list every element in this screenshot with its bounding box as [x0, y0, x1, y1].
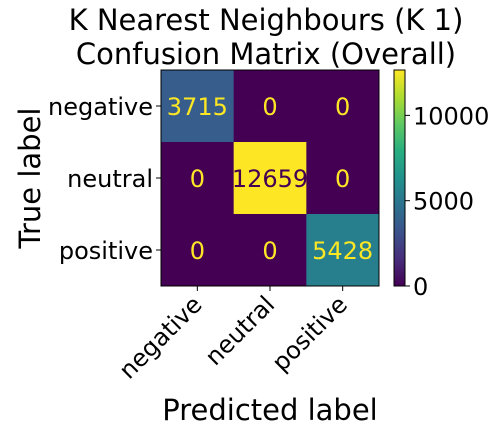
matrix-cells: 3715 0 0 0 12659 0 0 0 5428 — [161, 70, 380, 287]
cell-value-label: 3715 — [167, 93, 228, 121]
cell-value-label: 0 — [262, 93, 277, 121]
x-tick-label: negative — [114, 290, 208, 384]
colorbar-tick-label: 0 — [413, 273, 428, 301]
matrix-cell — [306, 214, 380, 287]
matrix-cell — [233, 142, 307, 215]
matrix-cell — [306, 70, 380, 143]
cell-value-label: 5428 — [312, 237, 373, 265]
cell-value-label: 0 — [190, 165, 205, 193]
y-axis-label: True label — [13, 108, 47, 250]
cell-value-label: 0 — [262, 237, 277, 265]
matrix-cell — [233, 214, 307, 287]
y-tick-label: positive — [59, 237, 153, 265]
matrix-cell — [161, 214, 235, 287]
cell-value-label: 0 — [190, 237, 205, 265]
x-axis-label: Predicted label — [162, 393, 378, 427]
matrix-cell — [233, 70, 307, 143]
colorbar-tick-label: 5000 — [413, 188, 474, 216]
y-tick-labels: negative neutral positive — [48, 93, 161, 265]
matrix-cell — [161, 142, 235, 215]
colorbar-tick-label: 10000 — [413, 102, 489, 130]
y-tick-label: neutral — [67, 165, 153, 193]
chart-title-line-2: Confusion Matrix (Overall) — [76, 37, 456, 71]
x-tick-label: positive — [267, 290, 353, 376]
cell-value-label: 0 — [335, 165, 350, 193]
cell-value-label: 0 — [335, 93, 350, 121]
cell-value-label: 12659 — [232, 165, 308, 193]
colorbar — [393, 69, 406, 287]
colorbar-ticks: 0 5000 10000 — [405, 102, 489, 301]
y-tick-label: negative — [48, 93, 153, 121]
matrix-cell — [161, 70, 235, 143]
matrix-cell — [306, 142, 380, 215]
chart-title-line-1: K Nearest Neighbours (K 1) — [69, 3, 464, 37]
